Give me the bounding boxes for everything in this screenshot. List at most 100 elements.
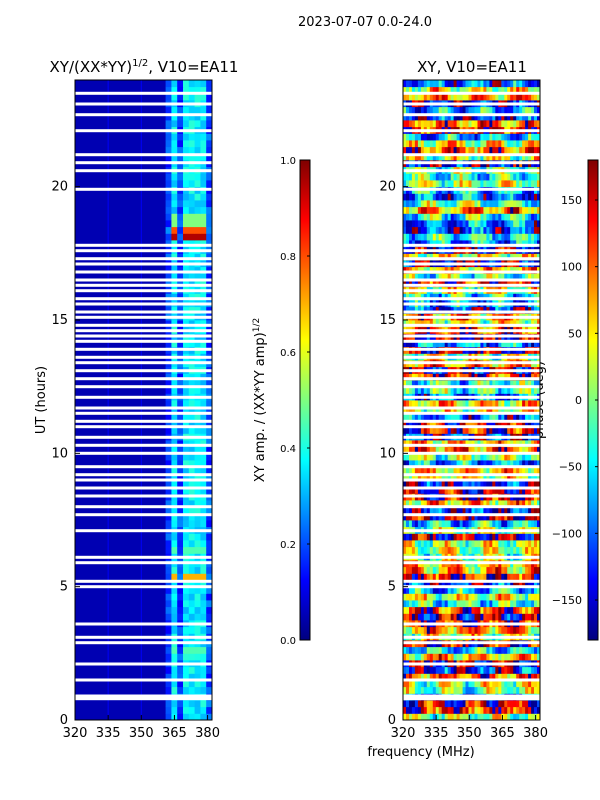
right-heatmap-cell: [444, 120, 449, 128]
left-heatmap-cell: [200, 86, 207, 94]
right-heatmap-cell: [537, 240, 540, 248]
right-heatmap-cell: [501, 520, 505, 528]
right-heatmap-cell: [432, 666, 437, 674]
right-heatmap-cell: [420, 513, 425, 521]
right-heatmap-cell: [456, 133, 460, 141]
right-heatmap-cell: [504, 686, 508, 694]
right-heatmap-cell: [417, 566, 422, 574]
right-heatmap-cell: [417, 533, 422, 541]
right-heatmap-cell: [480, 226, 484, 234]
right-heatmap-cell: [489, 686, 493, 694]
right-heatmap-cell: [406, 180, 410, 188]
right-heatmap-cell: [456, 233, 460, 241]
left-heatmap-cell: [165, 253, 172, 261]
right-heatmap-cell: [426, 380, 431, 388]
right-heatmap-cell: [477, 453, 481, 461]
right-heatmap-cell: [414, 120, 419, 128]
right-heatmap-cell: [531, 266, 535, 274]
right-heatmap-cell: [444, 533, 449, 541]
left-flagged-gap: [75, 297, 212, 301]
right-heatmap-cell: [438, 280, 443, 288]
right-heatmap-cell: [495, 646, 499, 654]
left-heatmap-cell: [165, 220, 172, 228]
right-heatmap-cell: [537, 306, 540, 314]
right-heatmap-cell: [501, 486, 505, 494]
right-heatmap-cell: [507, 220, 511, 228]
right-heatmap-cell: [537, 700, 540, 708]
right-heatmap-cell: [453, 480, 457, 488]
right-heatmap-cell: [495, 626, 499, 634]
right-heatmap-cell: [471, 653, 475, 661]
left-heatmap-cell: [171, 220, 178, 228]
right-heatmap-cell: [516, 173, 520, 181]
right-heatmap-cell: [531, 280, 535, 288]
right-heatmap-cell: [462, 206, 466, 214]
right-heatmap-cell: [531, 466, 535, 474]
left-heatmap-cell: [165, 680, 172, 688]
right-heatmap-cell: [462, 680, 466, 688]
right-heatmap-cell: [403, 440, 407, 448]
right-heatmap-cell: [403, 420, 407, 428]
right-heatmap-cell: [417, 653, 422, 661]
right-heatmap-cell: [411, 700, 416, 708]
right-heatmap-cell: [435, 606, 440, 614]
right-heatmap-cell: [477, 586, 481, 594]
right-heatmap-cell: [403, 180, 407, 188]
right-heatmap-cell: [450, 440, 455, 448]
right-heatmap-cell: [468, 473, 472, 481]
right-heatmap-cell: [406, 253, 410, 261]
left-heatmap-cell: [183, 253, 190, 261]
right-heatmap-cell: [465, 240, 469, 248]
right-heatmap-cell: [403, 460, 407, 468]
right-heatmap-cell: [507, 646, 511, 654]
left-heatmap-cell: [194, 273, 201, 281]
right-heatmap-cell: [528, 413, 532, 421]
right-heatmap-cell: [489, 180, 493, 188]
left-heatmap-cell: [171, 666, 178, 674]
right-heatmap-cell: [480, 680, 484, 688]
right-heatmap-cell: [489, 540, 493, 548]
right-heatmap-cell: [444, 486, 449, 494]
left-heatmap-cell: [206, 120, 212, 128]
right-heatmap-cell: [450, 293, 455, 301]
right-heatmap-cell: [498, 446, 502, 454]
right-heatmap-cell: [507, 686, 511, 694]
right-heatmap-cell: [435, 713, 440, 720]
right-heatmap-cell: [519, 593, 523, 601]
right-heatmap-cell: [537, 373, 540, 381]
right-heatmap-cell: [522, 140, 526, 148]
right-heatmap-cell: [483, 480, 487, 488]
right-heatmap-cell: [423, 540, 428, 548]
right-heatmap-cell: [429, 520, 434, 528]
left-heatmap-cell: [177, 133, 184, 141]
right-heatmap-cell: [438, 226, 443, 234]
right-heatmap-cell: [444, 446, 449, 454]
right-heatmap-cell: [480, 140, 484, 148]
right-heatmap-cell: [474, 460, 478, 468]
right-heatmap-cell: [489, 706, 493, 714]
right-heatmap-cell: [456, 320, 460, 328]
right-heatmap-cell: [492, 226, 496, 234]
right-heatmap-cell: [528, 180, 532, 188]
right-heatmap-cell: [492, 680, 496, 688]
right-heatmap-cell: [447, 146, 452, 154]
right-heatmap-cell: [450, 540, 455, 548]
right-heatmap-cell: [480, 486, 484, 494]
right-heatmap-cell: [414, 233, 419, 241]
right-heatmap-cell: [462, 440, 466, 448]
left-heatmap-cell: [194, 400, 201, 408]
right-heatmap-cell: [477, 180, 481, 188]
right-heatmap-cell: [450, 180, 455, 188]
right-heatmap-cell: [441, 713, 446, 720]
right-heatmap-cell: [441, 200, 446, 208]
right-heatmap-cell: [513, 426, 517, 434]
right-heatmap-cell: [537, 606, 540, 614]
left-heatmap-cell: [200, 686, 207, 694]
right-heatmap-cell: [429, 573, 434, 581]
right-heatmap-cell: [516, 266, 520, 274]
right-heatmap-cell: [420, 546, 425, 554]
right-heatmap-cell: [513, 506, 517, 514]
right-heatmap-cell: [495, 220, 499, 228]
left-heatmap-cell: [183, 400, 190, 408]
right-heatmap-cell: [462, 686, 466, 694]
